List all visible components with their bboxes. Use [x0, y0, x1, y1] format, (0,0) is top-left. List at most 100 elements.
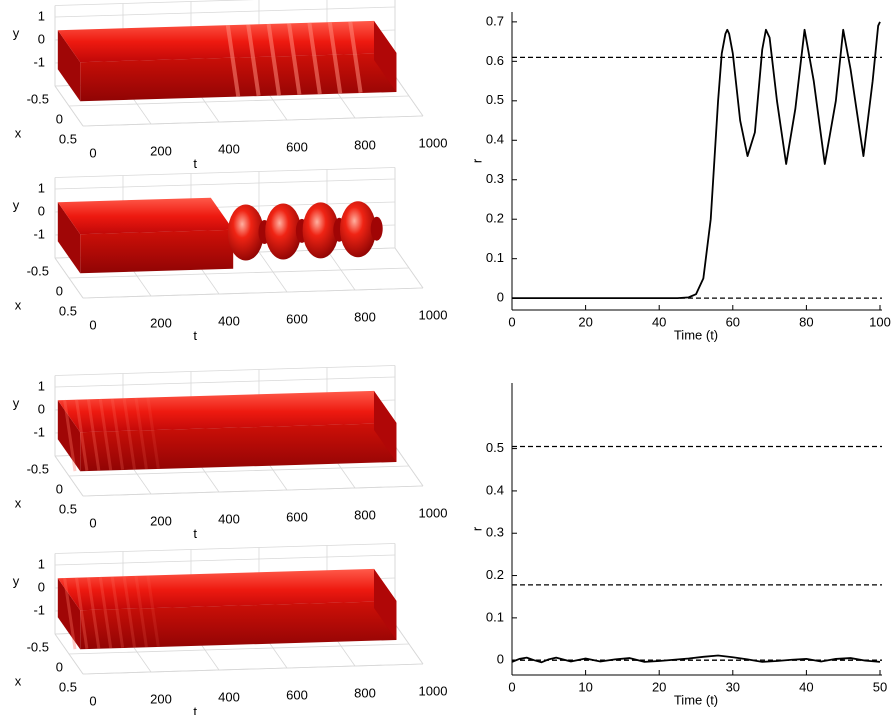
grid-line [82, 485, 424, 497]
panel-3d: 0 200 400 600 800 1000 -1 0 1 -0.5 0 0.5 y x t [13, 365, 448, 541]
x-tick-label: 0 [89, 693, 96, 708]
z-tick-label: -0.5 [27, 461, 49, 476]
x-tick-label: 1000 [419, 307, 448, 322]
axis-frame [54, 0, 256, 6]
y-tick-label: 0.4 [486, 482, 504, 497]
ripple [86, 399, 101, 471]
z-tick-label: 0.5 [59, 303, 77, 318]
ripple [287, 23, 302, 95]
y-tick-label: 0 [497, 290, 504, 305]
y-tick-label: 0 [38, 579, 45, 594]
x-axis-label: t [193, 526, 197, 541]
y-tick-label: 1 [38, 556, 45, 571]
x-tick-label: 40 [652, 314, 666, 329]
ripple [110, 398, 125, 470]
ripple [63, 577, 77, 650]
ripple [122, 398, 136, 470]
x-tick-label: 30 [726, 679, 740, 694]
y-tick-label: 0 [38, 203, 45, 218]
x-axis-label: Time (t) [674, 327, 718, 342]
z-tick-label: 0 [56, 659, 63, 674]
panel-3d: 0 200 400 600 800 1000 -1 0 1 -0.5 0 0.5 y x t [13, 543, 448, 715]
x-tick-label: 200 [150, 691, 172, 706]
grid-line [82, 287, 424, 299]
z-tick-label: 0 [56, 111, 63, 126]
x-tick-label: 400 [218, 689, 240, 704]
grid-line [54, 178, 396, 190]
ripple [307, 22, 322, 95]
z-axis-label: x [15, 125, 22, 140]
z-axis-label: x [15, 673, 22, 688]
x-axis-label: t [193, 156, 197, 171]
y-tick-label: 0.2 [486, 567, 504, 582]
x-tick-label: 40 [799, 679, 813, 694]
y-tick-label: 1 [38, 378, 45, 393]
ripple [98, 398, 113, 471]
x-tick-label: 0 [508, 679, 515, 694]
ripple [246, 24, 261, 96]
bulge [265, 203, 302, 260]
z-tick-label: 0.5 [59, 501, 77, 516]
grid-line [82, 663, 424, 675]
x-tick-label: 100 [869, 314, 891, 329]
y-axis-label: y [13, 396, 20, 411]
x-tick-label: 200 [150, 143, 172, 158]
ripple [146, 397, 160, 469]
ripple [327, 21, 343, 94]
tube-front [80, 600, 397, 650]
x-tick-label: 600 [286, 139, 308, 154]
y-tick-label: 0.3 [486, 171, 504, 186]
z-axis-label: x [15, 495, 22, 510]
x-tick-label: 200 [150, 513, 172, 528]
x-tick-label: 800 [354, 685, 376, 700]
y-tick-label: 0.3 [486, 525, 504, 540]
x-tick-label: 1000 [419, 135, 448, 150]
x-tick-label: 1000 [419, 683, 448, 698]
ripple [122, 576, 136, 648]
grid-line [54, 6, 396, 18]
axis-frame [54, 167, 396, 178]
x-tick-label: 600 [286, 509, 308, 524]
x-tick-label: 800 [354, 137, 376, 152]
x-tick-label: 0 [508, 314, 515, 329]
tube-end [374, 20, 397, 92]
ripple [266, 23, 281, 96]
y-tick-label: 1 [38, 180, 45, 195]
bulge [302, 202, 339, 259]
grid-line [68, 267, 410, 279]
ripple [63, 399, 77, 472]
panel-line: 0 0.1 0.2 0.3 0.4 0.5 0.6 0.7 0 20 40 60 80 100 Time (… [469, 12, 891, 342]
x-tick-label: 200 [150, 315, 172, 330]
ripple [75, 399, 89, 471]
y-tick-label: 0.6 [486, 53, 504, 68]
bulge [340, 201, 376, 258]
neck [370, 216, 383, 241]
x-tick-label: 0 [89, 515, 96, 530]
tube-cap [57, 202, 81, 274]
grid-line [68, 643, 410, 655]
z-tick-label: 0 [56, 481, 63, 496]
x-tick-label: 1000 [419, 505, 448, 520]
grid-line [68, 95, 410, 107]
y-tick-label: 0 [38, 31, 45, 46]
x-axis-label: t [193, 704, 197, 715]
x-tick-label: 400 [218, 141, 240, 156]
y-axis-label: r [469, 526, 484, 531]
x-tick-label: 0 [89, 145, 96, 160]
ripple [134, 575, 148, 648]
y-axis-label: r [469, 158, 484, 163]
y-tick-label: -1 [33, 424, 45, 439]
grid-line [54, 554, 396, 566]
y-tick-label: 0.2 [486, 211, 504, 226]
grid-line [82, 115, 424, 127]
y-axis-label: y [13, 574, 20, 589]
x-axis-label: t [193, 328, 197, 343]
y-tick-label: -1 [33, 54, 45, 69]
z-tick-label: -0.5 [27, 263, 49, 278]
y-tick-label: 0.1 [486, 609, 504, 624]
y-tick-label: 0 [497, 652, 504, 667]
tube-top [57, 568, 397, 611]
y-tick-label: 0 [38, 401, 45, 416]
x-tick-label: 20 [578, 314, 592, 329]
y-tick-label: -1 [33, 602, 45, 617]
